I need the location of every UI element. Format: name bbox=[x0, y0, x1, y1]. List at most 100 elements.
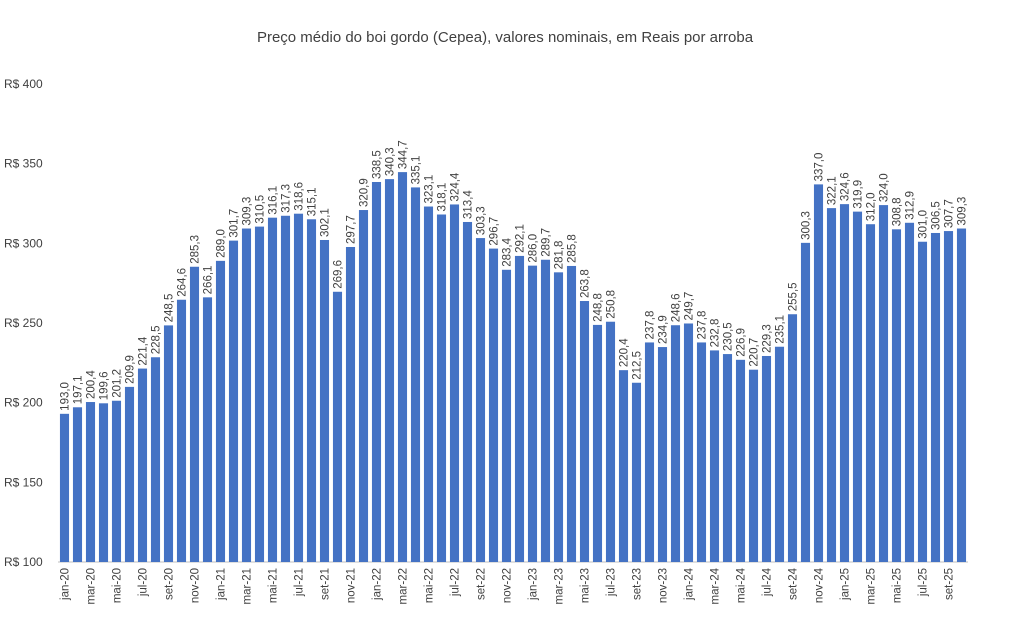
value-label: 269,6 bbox=[333, 260, 345, 289]
value-label: 322,1 bbox=[827, 176, 839, 205]
bar bbox=[826, 208, 837, 562]
value-label: 297,7 bbox=[346, 215, 358, 244]
x-tick-label: jan-20 bbox=[60, 568, 72, 601]
value-label: 249,7 bbox=[684, 292, 696, 321]
x-tick-label: jul-23 bbox=[606, 568, 618, 597]
y-tick-label: R$ 100 bbox=[4, 555, 43, 569]
bar bbox=[540, 259, 551, 562]
value-label: 230,5 bbox=[723, 322, 735, 351]
value-label: 220,4 bbox=[619, 338, 631, 367]
bar bbox=[462, 221, 473, 562]
x-tick-label: mai-24 bbox=[736, 567, 748, 603]
value-label: 212,5 bbox=[632, 351, 644, 380]
bar bbox=[371, 181, 382, 563]
x-tick-label: jan-22 bbox=[372, 568, 384, 601]
x-tick-label: mar-20 bbox=[86, 568, 98, 604]
bar bbox=[384, 179, 395, 562]
bar bbox=[436, 214, 447, 562]
bar bbox=[397, 172, 408, 562]
value-label: 228,5 bbox=[151, 325, 163, 354]
value-label: 296,7 bbox=[489, 217, 501, 246]
bar bbox=[839, 204, 850, 562]
y-tick-label: R$ 200 bbox=[4, 396, 43, 410]
x-tick-label: mai-23 bbox=[580, 568, 592, 603]
bar bbox=[319, 239, 330, 562]
x-tick-label: mai-25 bbox=[892, 568, 904, 603]
value-label: 193,0 bbox=[60, 382, 72, 411]
x-tick-label: mar-22 bbox=[398, 568, 410, 604]
bar bbox=[293, 213, 304, 562]
x-tick-label: nov-21 bbox=[346, 568, 358, 603]
bar bbox=[59, 413, 70, 562]
bar bbox=[813, 184, 824, 562]
x-tick-label: jan-25 bbox=[840, 568, 852, 601]
x-tick-label: set-23 bbox=[632, 568, 644, 600]
bar bbox=[709, 350, 720, 562]
value-label: 286,0 bbox=[528, 234, 540, 263]
bar bbox=[930, 232, 941, 562]
bar bbox=[787, 314, 798, 562]
value-label: 200,4 bbox=[86, 370, 98, 399]
x-tick-label: nov-24 bbox=[814, 567, 826, 603]
bar bbox=[566, 265, 577, 562]
bar bbox=[98, 403, 109, 562]
x-tick-label: jul-20 bbox=[138, 568, 150, 597]
x-tick-label: mai-21 bbox=[268, 568, 280, 603]
value-label: 237,8 bbox=[697, 311, 709, 340]
value-label: 232,8 bbox=[710, 319, 722, 348]
bar bbox=[449, 204, 460, 562]
bar bbox=[267, 217, 278, 562]
bar bbox=[761, 355, 772, 562]
value-label: 307,7 bbox=[944, 199, 956, 228]
y-tick-label: R$ 350 bbox=[4, 157, 43, 171]
bar bbox=[904, 222, 915, 562]
x-tick-label: mar-23 bbox=[554, 568, 566, 604]
value-label: 302,1 bbox=[320, 208, 332, 237]
value-label: 312,9 bbox=[905, 191, 917, 220]
value-label: 289,0 bbox=[216, 229, 228, 258]
bar bbox=[722, 354, 733, 562]
value-label: 301,0 bbox=[918, 210, 930, 239]
x-tick-label: set-24 bbox=[788, 567, 800, 600]
x-tick-label: nov-20 bbox=[190, 568, 202, 603]
value-label: 308,8 bbox=[892, 198, 904, 227]
x-tick-label: jan-21 bbox=[216, 568, 228, 601]
value-label: 312,0 bbox=[866, 192, 878, 221]
value-label: 234,9 bbox=[658, 315, 670, 344]
bar bbox=[644, 342, 655, 562]
bar bbox=[332, 291, 343, 562]
value-label: 221,4 bbox=[138, 336, 150, 365]
value-label: 344,7 bbox=[398, 140, 410, 169]
value-label: 318,1 bbox=[437, 183, 449, 212]
x-tick-label: mai-22 bbox=[424, 568, 436, 603]
bar bbox=[85, 402, 96, 562]
value-label: 229,3 bbox=[762, 324, 774, 353]
bar bbox=[137, 368, 148, 562]
bar bbox=[852, 211, 863, 562]
bar bbox=[345, 246, 356, 563]
value-label: 255,5 bbox=[788, 282, 800, 311]
value-label: 306,5 bbox=[931, 201, 943, 230]
value-label: 309,3 bbox=[242, 197, 254, 226]
value-label: 323,1 bbox=[424, 175, 436, 204]
chart-title: Preço médio do boi gordo (Cepea), valore… bbox=[257, 29, 754, 46]
value-label: 292,1 bbox=[515, 224, 527, 253]
y-tick-label: R$ 300 bbox=[4, 236, 43, 250]
bar bbox=[800, 242, 811, 562]
x-tick-label: mar-25 bbox=[866, 568, 878, 604]
value-label: 324,4 bbox=[450, 172, 462, 201]
x-tick-label: jul-25 bbox=[918, 568, 930, 597]
bar bbox=[618, 370, 629, 562]
bar bbox=[410, 187, 421, 562]
bar bbox=[358, 210, 369, 563]
x-tick-label: jan-24 bbox=[684, 567, 696, 601]
bar bbox=[306, 219, 317, 563]
bar bbox=[553, 272, 564, 562]
bar bbox=[696, 342, 707, 562]
value-label: 316,1 bbox=[268, 186, 280, 215]
x-tick-label: jul-22 bbox=[450, 568, 462, 597]
value-label: 281,8 bbox=[554, 241, 566, 270]
x-tick-label: jul-24 bbox=[762, 567, 774, 597]
value-label: 283,4 bbox=[502, 237, 514, 266]
y-tick-label: R$ 400 bbox=[4, 77, 43, 91]
